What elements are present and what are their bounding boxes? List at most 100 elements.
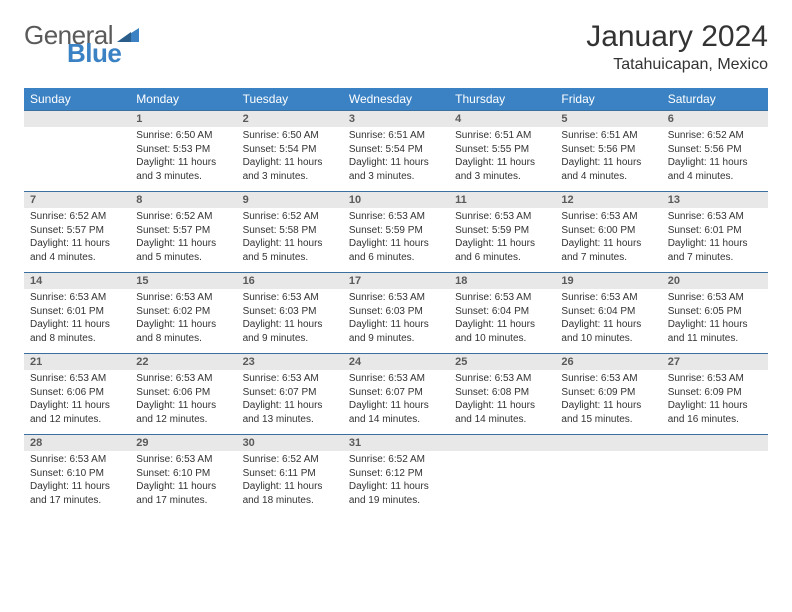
date-number: 21	[24, 353, 130, 370]
sunset-line: Sunset: 5:54 PM	[243, 143, 337, 157]
daylight-line: Daylight: 11 hours and 4 minutes.	[668, 156, 762, 183]
calendar-cell: 29Sunrise: 6:53 AMSunset: 6:10 PMDayligh…	[130, 434, 236, 515]
date-number: 8	[130, 191, 236, 208]
calendar-cell	[662, 434, 768, 515]
week-row: 7Sunrise: 6:52 AMSunset: 5:57 PMDaylight…	[24, 191, 768, 272]
calendar-cell: 16Sunrise: 6:53 AMSunset: 6:03 PMDayligh…	[237, 272, 343, 353]
sunrise-line: Sunrise: 6:51 AM	[349, 129, 443, 143]
daylight-line: Daylight: 11 hours and 8 minutes.	[30, 318, 124, 345]
cell-body: Sunrise: 6:51 AMSunset: 5:55 PMDaylight:…	[449, 127, 555, 191]
calendar-cell: 22Sunrise: 6:53 AMSunset: 6:06 PMDayligh…	[130, 353, 236, 434]
day-header: Thursday	[449, 88, 555, 110]
date-number: 7	[24, 191, 130, 208]
sunset-line: Sunset: 5:58 PM	[243, 224, 337, 238]
calendar: SundayMondayTuesdayWednesdayThursdayFrid…	[24, 88, 768, 515]
daylight-line: Daylight: 11 hours and 5 minutes.	[136, 237, 230, 264]
cell-body: Sunrise: 6:53 AMSunset: 6:10 PMDaylight:…	[130, 451, 236, 515]
daylight-line: Daylight: 11 hours and 3 minutes.	[136, 156, 230, 183]
cell-body: Sunrise: 6:53 AMSunset: 6:08 PMDaylight:…	[449, 370, 555, 434]
sunset-line: Sunset: 6:09 PM	[668, 386, 762, 400]
date-number: 25	[449, 353, 555, 370]
calendar-cell: 21Sunrise: 6:53 AMSunset: 6:06 PMDayligh…	[24, 353, 130, 434]
cell-body: Sunrise: 6:53 AMSunset: 5:59 PMDaylight:…	[343, 208, 449, 272]
sunrise-line: Sunrise: 6:53 AM	[455, 372, 549, 386]
sunrise-line: Sunrise: 6:53 AM	[349, 210, 443, 224]
calendar-cell: 24Sunrise: 6:53 AMSunset: 6:07 PMDayligh…	[343, 353, 449, 434]
calendar-cell: 19Sunrise: 6:53 AMSunset: 6:04 PMDayligh…	[555, 272, 661, 353]
day-header: Wednesday	[343, 88, 449, 110]
sunset-line: Sunset: 6:06 PM	[30, 386, 124, 400]
cell-body: Sunrise: 6:51 AMSunset: 5:54 PMDaylight:…	[343, 127, 449, 191]
sunrise-line: Sunrise: 6:52 AM	[243, 210, 337, 224]
weeks-container: 1Sunrise: 6:50 AMSunset: 5:53 PMDaylight…	[24, 110, 768, 515]
sunset-line: Sunset: 6:08 PM	[455, 386, 549, 400]
date-number: 24	[343, 353, 449, 370]
cell-body: Sunrise: 6:53 AMSunset: 6:01 PMDaylight:…	[662, 208, 768, 272]
calendar-cell: 26Sunrise: 6:53 AMSunset: 6:09 PMDayligh…	[555, 353, 661, 434]
date-number: 19	[555, 272, 661, 289]
calendar-cell: 11Sunrise: 6:53 AMSunset: 5:59 PMDayligh…	[449, 191, 555, 272]
cell-body	[449, 451, 555, 511]
cell-body: Sunrise: 6:53 AMSunset: 6:05 PMDaylight:…	[662, 289, 768, 353]
daylight-line: Daylight: 11 hours and 15 minutes.	[561, 399, 655, 426]
day-header: Monday	[130, 88, 236, 110]
title-block: January 2024 Tatahuicapan, Mexico	[586, 20, 768, 74]
date-number: 30	[237, 434, 343, 451]
sunset-line: Sunset: 6:06 PM	[136, 386, 230, 400]
cell-body: Sunrise: 6:52 AMSunset: 5:57 PMDaylight:…	[130, 208, 236, 272]
sunset-line: Sunset: 6:03 PM	[243, 305, 337, 319]
sunset-line: Sunset: 5:59 PM	[455, 224, 549, 238]
date-number: 28	[24, 434, 130, 451]
cell-body: Sunrise: 6:53 AMSunset: 6:07 PMDaylight:…	[237, 370, 343, 434]
calendar-cell: 17Sunrise: 6:53 AMSunset: 6:03 PMDayligh…	[343, 272, 449, 353]
sunrise-line: Sunrise: 6:53 AM	[136, 291, 230, 305]
date-number: 23	[237, 353, 343, 370]
daylight-line: Daylight: 11 hours and 6 minutes.	[349, 237, 443, 264]
sunrise-line: Sunrise: 6:52 AM	[668, 129, 762, 143]
cell-body: Sunrise: 6:53 AMSunset: 6:02 PMDaylight:…	[130, 289, 236, 353]
sunrise-line: Sunrise: 6:53 AM	[136, 372, 230, 386]
sunrise-line: Sunrise: 6:51 AM	[561, 129, 655, 143]
daylight-line: Daylight: 11 hours and 14 minutes.	[349, 399, 443, 426]
calendar-cell: 18Sunrise: 6:53 AMSunset: 6:04 PMDayligh…	[449, 272, 555, 353]
daylight-line: Daylight: 11 hours and 12 minutes.	[136, 399, 230, 426]
sunset-line: Sunset: 5:56 PM	[668, 143, 762, 157]
date-number: 13	[662, 191, 768, 208]
calendar-cell: 13Sunrise: 6:53 AMSunset: 6:01 PMDayligh…	[662, 191, 768, 272]
calendar-cell: 9Sunrise: 6:52 AMSunset: 5:58 PMDaylight…	[237, 191, 343, 272]
cell-body: Sunrise: 6:52 AMSunset: 5:56 PMDaylight:…	[662, 127, 768, 191]
sunrise-line: Sunrise: 6:53 AM	[668, 291, 762, 305]
daylight-line: Daylight: 11 hours and 6 minutes.	[455, 237, 549, 264]
sunset-line: Sunset: 6:11 PM	[243, 467, 337, 481]
sunset-line: Sunset: 6:01 PM	[668, 224, 762, 238]
sunset-line: Sunset: 6:09 PM	[561, 386, 655, 400]
cell-body: Sunrise: 6:52 AMSunset: 6:11 PMDaylight:…	[237, 451, 343, 515]
date-number: 15	[130, 272, 236, 289]
date-number: 18	[449, 272, 555, 289]
sunrise-line: Sunrise: 6:53 AM	[668, 372, 762, 386]
cell-body: Sunrise: 6:53 AMSunset: 6:04 PMDaylight:…	[555, 289, 661, 353]
week-row: 28Sunrise: 6:53 AMSunset: 6:10 PMDayligh…	[24, 434, 768, 515]
brand-logo: General Blue	[24, 20, 197, 51]
calendar-cell: 10Sunrise: 6:53 AMSunset: 5:59 PMDayligh…	[343, 191, 449, 272]
calendar-cell: 15Sunrise: 6:53 AMSunset: 6:02 PMDayligh…	[130, 272, 236, 353]
calendar-cell	[449, 434, 555, 515]
cell-body: Sunrise: 6:53 AMSunset: 5:59 PMDaylight:…	[449, 208, 555, 272]
calendar-cell: 14Sunrise: 6:53 AMSunset: 6:01 PMDayligh…	[24, 272, 130, 353]
calendar-cell	[555, 434, 661, 515]
date-number: 3	[343, 110, 449, 127]
sunrise-line: Sunrise: 6:50 AM	[243, 129, 337, 143]
daylight-line: Daylight: 11 hours and 4 minutes.	[30, 237, 124, 264]
daylight-line: Daylight: 11 hours and 12 minutes.	[30, 399, 124, 426]
sunset-line: Sunset: 6:12 PM	[349, 467, 443, 481]
sunrise-line: Sunrise: 6:53 AM	[243, 372, 337, 386]
date-number: 17	[343, 272, 449, 289]
cell-body: Sunrise: 6:51 AMSunset: 5:56 PMDaylight:…	[555, 127, 661, 191]
cell-body	[555, 451, 661, 511]
day-header: Sunday	[24, 88, 130, 110]
daylight-line: Daylight: 11 hours and 7 minutes.	[561, 237, 655, 264]
daylight-line: Daylight: 11 hours and 13 minutes.	[243, 399, 337, 426]
month-title: January 2024	[586, 20, 768, 54]
cell-body: Sunrise: 6:53 AMSunset: 6:09 PMDaylight:…	[555, 370, 661, 434]
sunset-line: Sunset: 6:07 PM	[349, 386, 443, 400]
